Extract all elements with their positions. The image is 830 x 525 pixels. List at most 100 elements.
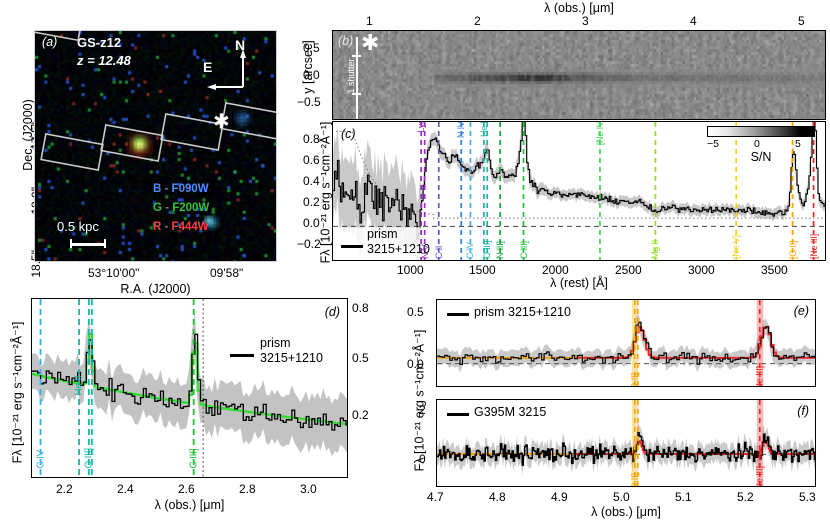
filter-legend-r: R - F444W xyxy=(153,221,209,233)
panel-ef-ylabel: Fλ [10⁻²¹ erg s⁻¹cm⁻²Å⁻¹] xyxy=(412,329,427,472)
panel-a-image[interactable]: (a) GS-z12 z = 12.48 N E ✱ B - F090W xyxy=(34,30,277,262)
panel-d-tag: (d) xyxy=(324,305,340,319)
panel-c-ytick-3: 0.2 xyxy=(303,195,320,209)
shutter-label: 1 shutter xyxy=(346,58,356,94)
sn-colorbar-tick-2: 5 xyxy=(795,138,801,150)
compass-arrows-icon xyxy=(207,49,246,90)
panel-f-xtick-5: 5.2 xyxy=(737,490,754,504)
shutter-tick-bottom xyxy=(352,93,361,95)
filter-sep-b: - xyxy=(161,183,172,195)
panel-c-ytick-1: 0.6 xyxy=(303,153,320,167)
panel-f-tag: (f) xyxy=(797,404,809,418)
panel-d-xtick-0: 2.2 xyxy=(56,482,73,496)
scalebar-cap-left xyxy=(70,239,72,248)
panel-f-xlabel: λ (obs.) [μm] xyxy=(591,505,661,519)
filter-channel-g: G xyxy=(153,202,162,214)
panel-d-xtick-4: 3.0 xyxy=(300,482,317,496)
panel-d-xtick-1: 2.4 xyxy=(117,482,134,496)
panel-d-line-label-ciii: C III] xyxy=(188,448,200,469)
panel-c-xtick-3: 2500 xyxy=(615,263,642,277)
panel-b-xtick-0: 1 xyxy=(366,14,373,28)
panel-f-line-label-oii: [O II] xyxy=(629,473,641,487)
panel-c-xtick-5: 3500 xyxy=(761,263,788,277)
scalebar-label: 0.5 kpc xyxy=(57,219,99,234)
panel-f-xtick-0: 4.7 xyxy=(427,490,444,504)
panel-c-xtick-0: 1000 xyxy=(397,263,424,277)
panel-a-object-name: GS-z12 xyxy=(77,35,122,50)
panel-f-xtick-2: 4.9 xyxy=(551,490,568,504)
panel-c-ytick-0: 0.8 xyxy=(303,132,320,146)
panel-c-line-label-nev: [Ne V] xyxy=(731,235,742,259)
sn-colorbar-tick-0: −5 xyxy=(707,138,719,150)
filter-channel-r: R xyxy=(153,221,162,233)
panel-d-legend-line xyxy=(230,354,254,357)
panel-c-xtick-2: 2000 xyxy=(542,263,569,277)
panel-f-line-label-neiii: [Ne III] xyxy=(754,466,766,487)
sn-colorbar-tick-1: 0 xyxy=(754,138,760,150)
panel-b-xtick-4: 5 xyxy=(798,14,805,28)
panel-c-legend-line1: prism xyxy=(367,227,398,241)
filter-name-r: F444W xyxy=(171,221,209,233)
filter-legend-b: B - F090W xyxy=(153,183,209,195)
panel-d-line-label-heii: He II xyxy=(73,375,85,396)
panel-d-xlabel: λ (obs.) [μm] xyxy=(154,498,225,512)
panel-e-line-label-oii: [O II] xyxy=(629,373,641,387)
panel-d-legend-line2: 3215+1210 xyxy=(260,351,323,365)
panel-e-ytick-0: 0.5 xyxy=(407,305,424,319)
filter-name-b: F090W xyxy=(171,183,209,195)
panel-d-line-label-civ: C IV xyxy=(35,449,47,469)
panel-c-line-label-cii: C II xyxy=(433,245,444,259)
shutter-bar-vertical xyxy=(356,37,358,119)
panel-a-redshift: z = 12.48 xyxy=(77,53,131,68)
panel-d-ytick-right-1: 0.5 xyxy=(352,351,369,365)
filter-sep-g: - xyxy=(161,202,173,214)
msa-slit-boxes xyxy=(35,31,276,171)
panel-c-legend-line xyxy=(341,245,363,248)
panel-a-star-marker: ✱ xyxy=(213,109,230,133)
panel-d-spectrum[interactable]: (d) prism 3215+1210 C IV He II O III] C III… xyxy=(31,298,348,478)
panel-f-g395m-zoom[interactable]: (f) G395M 3215 [O II] [Ne III] xyxy=(436,399,816,487)
panel-e-prism-zoom[interactable]: (e) prism 3215+1210 [O II] [Ne III] xyxy=(436,299,816,387)
panel-f-ytick-1: 0 xyxy=(419,452,426,466)
panel-c-line-label-mgii: Mg II xyxy=(650,239,661,259)
panel-d-line-label-oiii: O III] xyxy=(83,448,95,469)
panel-e-tag: (e) xyxy=(793,304,809,318)
panel-c-line-label-niii: N III] xyxy=(495,241,506,259)
panel-c-line-label-oiii: O III] xyxy=(482,240,493,259)
panel-a-tag: (a) xyxy=(42,35,58,49)
panel-b-xtick-1: 2 xyxy=(474,14,481,28)
panel-c-legend-line2: 3215+1210 xyxy=(367,242,430,256)
panel-b-xtick-2: 3 xyxy=(582,14,589,28)
filter-legend-g: G - F200W xyxy=(153,202,209,214)
sn-colorbar-title: S/N xyxy=(750,150,772,164)
panel-d-ytick-right-2: 0.2 xyxy=(352,408,369,422)
panel-a-xlabel: R.A. (J2000) xyxy=(120,282,191,296)
panel-d-xtick-3: 2.8 xyxy=(239,482,256,496)
panel-d-ytick-right-0: 0.8 xyxy=(352,301,369,315)
panel-c-line-label-ly: Lyα xyxy=(416,121,427,133)
panel-b-2d-spectrum[interactable]: (b) ✱ 1 shutter xyxy=(332,30,826,120)
panel-b-star-marker: ✱ xyxy=(361,31,380,56)
panel-a-xtick-1: 09'58" xyxy=(210,266,244,280)
panel-a-xtick-0: 53°10'00" xyxy=(88,266,140,280)
panel-c-ylabel: Fλ [10⁻²¹ erg s⁻¹cm⁻²Å⁻¹] xyxy=(318,121,333,264)
panel-e-legend-line xyxy=(447,313,469,316)
panel-b-ytick-1: 0.0 xyxy=(303,68,320,82)
panel-b-top-xlabel: λ (obs.) [μm] xyxy=(544,1,614,15)
panel-e-legend-label: prism 3215+1210 xyxy=(474,305,571,319)
panel-f-xtick-6: 5.3 xyxy=(799,490,816,504)
panel-c-xtick-1: 1500 xyxy=(469,263,496,277)
panel-c-line-label-neiii: [Ne III] xyxy=(808,234,819,259)
panel-f-xtick-3: 5.0 xyxy=(613,490,630,504)
panel-b-xtick-3: 4 xyxy=(690,14,697,28)
filter-channel-b: B xyxy=(153,183,162,195)
panel-c-ytick-5: −0.2 xyxy=(297,237,321,251)
panel-c-line-label-ciii: C III] xyxy=(518,241,529,259)
shutter-tick-top xyxy=(352,55,361,57)
panel-c-tag: (c) xyxy=(341,127,356,141)
panel-f-xtick-4: 5.1 xyxy=(675,490,692,504)
panel-e-ytick-1: 0.0 xyxy=(407,357,424,371)
panel-c-ytick-4: 0.0 xyxy=(303,216,320,230)
panel-c-line-label-niv: N IV] xyxy=(456,121,467,139)
